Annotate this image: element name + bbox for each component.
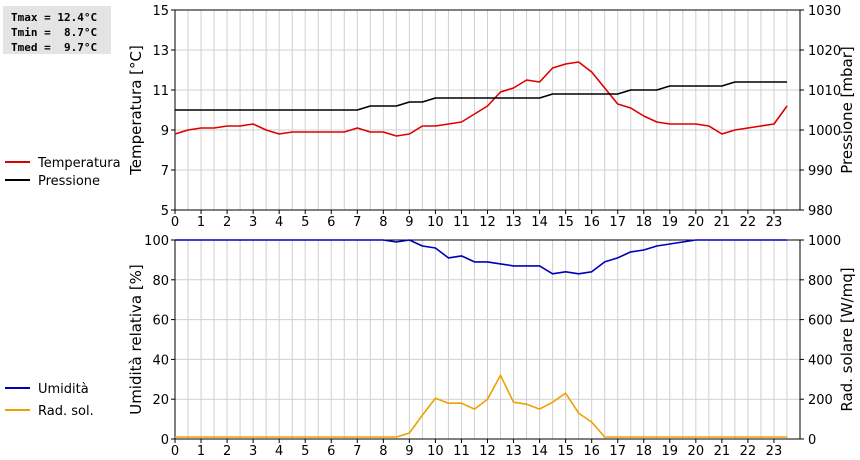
y2-axis-label: Rad. solare [W/mq]: [838, 267, 856, 411]
x-tick-label: 13: [505, 444, 522, 459]
x-tick-label: 6: [327, 444, 335, 459]
x-tick-label: 16: [583, 215, 600, 230]
series-line-temperatura: [174, 61, 788, 137]
x-tick-label: 12: [479, 444, 496, 459]
tmin-label: Tmin = 8.7°C: [11, 26, 98, 39]
x-tick-label: 22: [740, 215, 757, 230]
y-tick-label: 80: [152, 274, 169, 289]
series-line-rad-sol: [175, 374, 787, 438]
x-tick-label: 19: [662, 215, 679, 230]
x-tick-label: 10: [427, 444, 444, 459]
y-tick-label: 5: [161, 204, 169, 219]
x-tick-label: 8: [379, 215, 387, 230]
x-tick-label: 3: [249, 444, 257, 459]
y2-tick-label: 980: [808, 204, 833, 219]
legend-label: Pressione: [38, 174, 100, 189]
y2-tick-label: 1020: [808, 44, 841, 59]
y-tick-label: 40: [152, 353, 169, 368]
legend-label: Umidità: [38, 382, 89, 397]
x-tick-label: 22: [740, 444, 757, 459]
y2-tick-label: 1030: [808, 4, 841, 19]
x-tick-label: 14: [531, 215, 548, 230]
y-tick-label: 15: [152, 4, 169, 19]
x-tick-label: 5: [301, 215, 309, 230]
y-tick-label: 60: [152, 314, 169, 329]
y-tick-label: 7: [161, 164, 169, 179]
x-tick-label: 15: [557, 215, 574, 230]
x-tick-label: 4: [275, 215, 283, 230]
y2-tick-label: 1000: [808, 234, 841, 249]
y-axis-label: Temperatura [°C]: [127, 45, 145, 176]
x-tick-label: 17: [609, 444, 626, 459]
tmax-label: Tmax = 12.4°C: [11, 11, 98, 24]
x-tick-label: 10: [427, 215, 444, 230]
x-tick-label: 7: [353, 215, 361, 230]
x-tick-label: 11: [453, 444, 470, 459]
y2-tick-label: 990: [808, 164, 833, 179]
x-tick-label: 20: [688, 215, 705, 230]
y2-tick-label: 400: [808, 353, 833, 368]
y-tick-label: 11: [152, 84, 169, 99]
y2-tick-label: 600: [808, 314, 833, 329]
y2-tick-label: 200: [808, 393, 833, 408]
x-tick-label: 14: [531, 444, 548, 459]
x-tick-label: 19: [662, 444, 679, 459]
x-tick-label: 20: [688, 444, 705, 459]
x-tick-label: 4: [275, 444, 283, 459]
x-tick-label: 0: [171, 215, 179, 230]
stats-box: Tmax = 12.4°C Tmin = 8.7°C Tmed = 9.7°C: [3, 6, 111, 54]
y-axis-label: Umidità relativa [%]: [127, 264, 145, 415]
tmed-label: Tmed = 9.7°C: [11, 41, 98, 54]
x-tick-label: 1: [197, 444, 205, 459]
x-tick-label: 21: [714, 215, 731, 230]
x-tick-label: 5: [301, 444, 309, 459]
series-line-pressione: [175, 81, 787, 111]
x-tick-label: 16: [583, 444, 600, 459]
legend-label: Temperatura: [37, 156, 121, 171]
y-tick-label: 100: [144, 234, 169, 249]
x-tick-label: 9: [405, 215, 413, 230]
x-tick-label: 23: [766, 444, 783, 459]
x-tick-label: 15: [557, 444, 574, 459]
x-tick-label: 23: [766, 215, 783, 230]
x-tick-label: 8: [379, 444, 387, 459]
y-tick-label: 9: [161, 124, 169, 139]
x-tick-label: 0: [171, 444, 179, 459]
y2-tick-label: 0: [808, 433, 816, 448]
y-tick-label: 20: [152, 393, 169, 408]
y2-tick-label: 800: [808, 274, 833, 289]
y2-tick-label: 1010: [808, 84, 841, 99]
y-tick-label: 13: [152, 44, 169, 59]
x-tick-label: 1: [197, 215, 205, 230]
x-tick-label: 13: [505, 215, 522, 230]
x-tick-label: 18: [635, 444, 652, 459]
x-tick-label: 9: [405, 444, 413, 459]
x-tick-label: 3: [249, 215, 257, 230]
y-tick-label: 0: [161, 433, 169, 448]
x-tick-label: 21: [714, 444, 731, 459]
x-tick-label: 6: [327, 215, 335, 230]
series-line-umidit: [175, 239, 787, 275]
x-tick-label: 7: [353, 444, 361, 459]
y2-axis-label: Pressione [mbar]: [838, 46, 856, 174]
x-tick-label: 2: [223, 215, 231, 230]
x-tick-label: 12: [479, 215, 496, 230]
legend-label: Rad. sol.: [38, 404, 94, 419]
y2-tick-label: 1000: [808, 124, 841, 139]
x-tick-label: 11: [453, 215, 470, 230]
x-tick-label: 18: [635, 215, 652, 230]
x-tick-label: 2: [223, 444, 231, 459]
x-tick-label: 17: [609, 215, 626, 230]
